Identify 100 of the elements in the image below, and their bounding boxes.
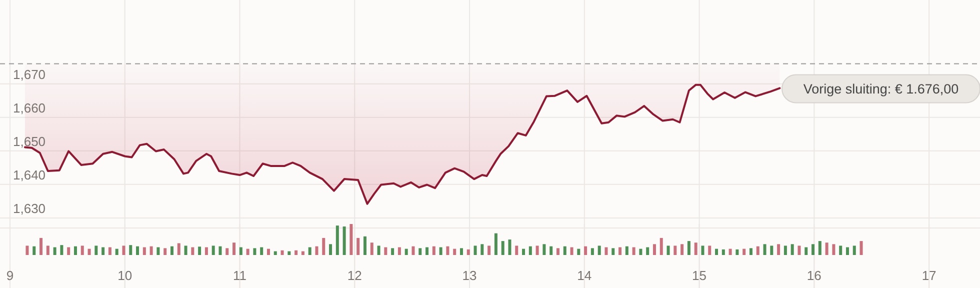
bar [825,242,828,255]
bar [784,246,787,255]
x-tick-label: 14 [577,268,592,283]
bar [308,247,312,255]
bar [722,249,725,255]
bar [625,246,628,255]
bar [666,246,670,255]
bar [260,247,264,255]
bar [798,246,801,255]
bar [164,248,167,255]
bar [280,250,284,255]
bar [652,244,656,255]
bar [67,247,70,255]
x-tick-label: 10 [118,268,132,283]
bar [350,224,353,255]
bar [556,248,560,255]
bar [590,248,594,255]
y-tick-label: 1,640 [13,167,46,182]
bar [129,245,132,255]
bar [736,249,739,255]
bar [680,244,684,255]
bar [191,247,194,255]
bar [604,247,608,255]
bar [480,244,484,255]
bar [570,247,574,255]
bar [536,246,539,255]
bar [398,247,401,255]
bar [46,246,50,255]
bar [528,246,532,255]
bar [301,251,304,255]
bar [728,248,732,255]
bar [749,248,752,255]
bar [115,248,118,255]
bar [466,249,470,255]
x-tick-label: 9 [6,268,14,283]
bar [412,246,415,255]
bar [342,226,346,255]
bar [108,247,112,255]
x-tick-label: 13 [462,268,477,283]
bar [660,238,663,255]
bar [418,248,422,255]
bar [136,246,140,255]
x-tick-label: 15 [692,268,707,283]
bar [218,246,222,255]
bar [790,244,794,255]
bar [370,242,374,255]
bar [522,248,526,255]
bar [315,246,318,255]
bar [563,246,566,255]
bar [832,244,836,255]
bar [515,246,518,255]
bar [708,246,712,255]
bar [584,246,588,255]
bar [818,241,822,255]
bar [53,247,56,255]
bar [184,246,188,255]
bar [550,246,553,255]
bar [40,238,43,255]
bar [122,246,126,255]
bar [142,247,146,255]
x-tick-label: 16 [806,268,822,283]
y-tick-label: 1,630 [13,200,46,216]
bar [246,248,250,255]
bar [501,241,504,255]
bar [804,247,808,255]
bar [239,247,242,255]
bar [336,226,339,255]
y-tick-label: 1,660 [13,100,46,116]
bar [453,248,456,255]
bar [577,248,580,255]
bar [288,251,291,255]
bar [763,244,766,255]
bar [363,236,366,255]
bar [426,247,429,255]
bar [598,246,601,255]
bar [494,233,498,255]
bar [756,246,760,255]
bar [839,246,842,255]
bar [384,247,388,255]
x-tick-label: 17 [922,268,936,283]
bar [156,247,160,255]
bar [102,247,105,255]
bar [742,248,746,255]
bar [488,246,491,255]
bar [212,246,215,255]
bar [687,241,690,255]
bar [460,248,463,255]
bar [639,248,642,255]
x-tick-label: 12 [347,268,362,283]
bar [88,248,91,255]
bar [770,246,774,255]
x-tick-label: 11 [233,268,247,283]
bar [474,246,477,255]
bar [94,246,98,255]
bar [274,251,277,255]
bar [198,246,202,255]
bar [846,247,849,255]
bar [508,240,512,255]
bar [80,246,84,255]
bar [812,244,815,255]
